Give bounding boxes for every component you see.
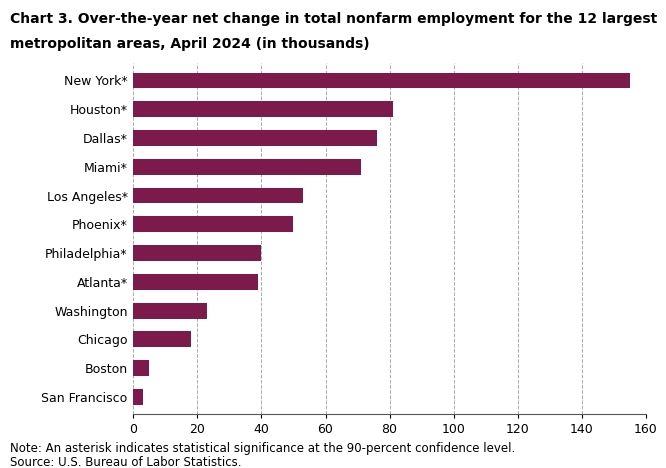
Text: Note: An asterisk indicates statistical significance at the 90-percent confidenc: Note: An asterisk indicates statistical … (10, 442, 515, 455)
Bar (133, 274, 258, 290)
Bar (133, 101, 393, 117)
Bar (133, 188, 303, 204)
Bar (133, 159, 361, 175)
Bar (133, 303, 207, 319)
Bar (133, 245, 261, 261)
Bar (133, 360, 149, 376)
Bar (133, 130, 377, 146)
Text: Source: U.S. Bureau of Labor Statistics.: Source: U.S. Bureau of Labor Statistics. (10, 456, 242, 468)
Text: metropolitan areas, April 2024 (in thousands): metropolitan areas, April 2024 (in thous… (10, 37, 370, 51)
Bar (133, 331, 191, 347)
Bar (133, 216, 294, 232)
Bar (133, 389, 143, 405)
Bar (133, 73, 630, 88)
Text: Chart 3. Over-the-year net change in total nonfarm employment for the 12 largest: Chart 3. Over-the-year net change in tot… (10, 12, 657, 26)
